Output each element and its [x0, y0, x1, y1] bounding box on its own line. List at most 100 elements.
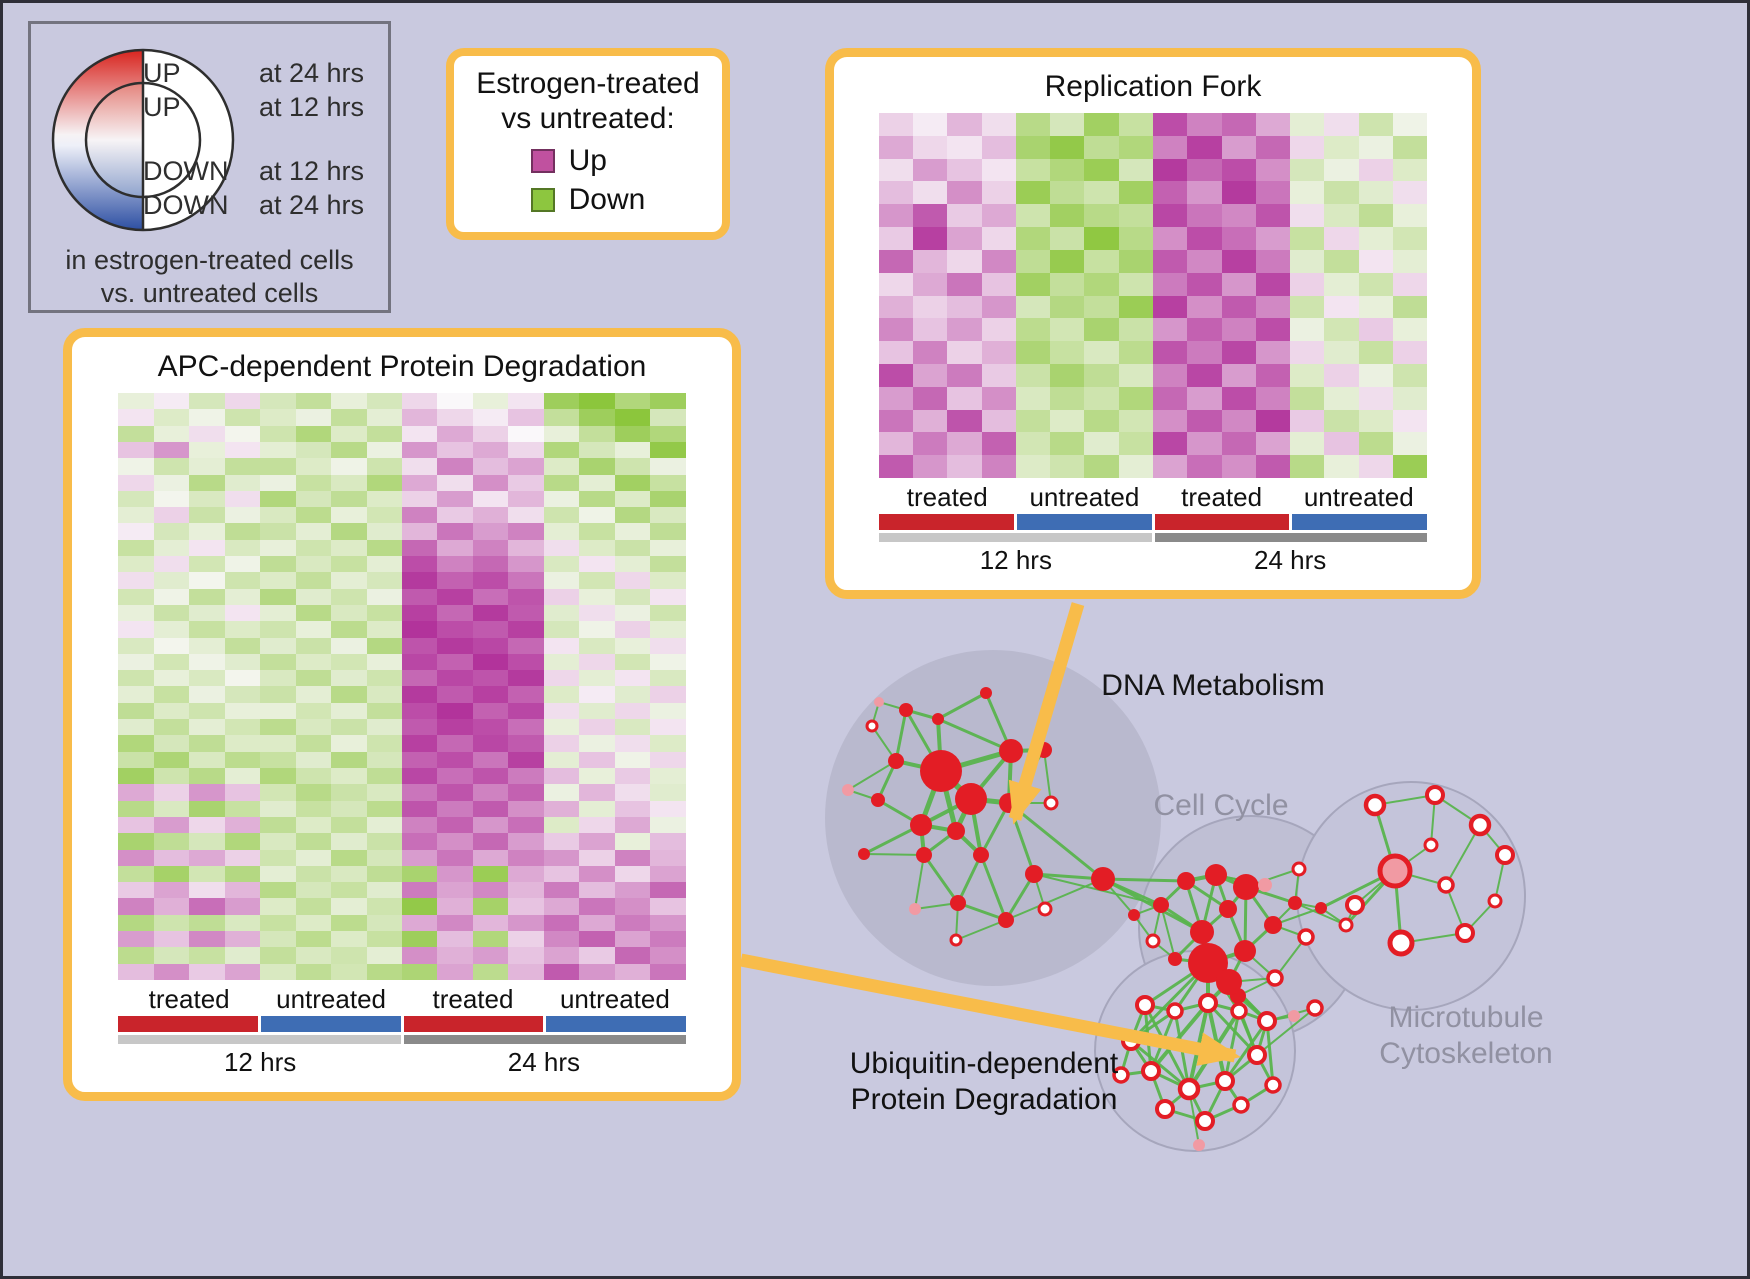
network-node: [973, 847, 989, 863]
heatmap-cell: [472, 898, 509, 915]
heatmap-cell: [189, 490, 225, 508]
heatmap-cell: [260, 931, 296, 948]
heatmap-cell: [947, 455, 982, 478]
heatmap-cell: [947, 318, 982, 342]
heatmap-cell: [614, 849, 651, 866]
heatmap-cell: [1084, 455, 1119, 478]
heatmap-cell: [543, 637, 580, 654]
heatmap-cell: [1084, 318, 1119, 342]
heatmap-cell: [650, 931, 686, 948]
time-bar-segment: [403, 1035, 686, 1044]
heatmap-cell: [543, 458, 580, 475]
heatmap-cell: [402, 751, 438, 769]
heatmap-cell: [1393, 455, 1428, 478]
network-edge: [1043, 749, 1052, 804]
heatmap-cell: [579, 719, 615, 736]
heatmap-cell: [650, 425, 686, 442]
heatmap-cell: [437, 572, 473, 589]
heatmap-cell: [947, 341, 982, 364]
heatmap-cell: [472, 865, 509, 883]
heatmap-cell: [579, 931, 615, 948]
time-label: 24 hrs: [507, 1046, 581, 1077]
heatmap-cell: [189, 572, 225, 589]
heatmap-cell: [1393, 113, 1428, 136]
heatmap-cell: [153, 539, 190, 557]
heatmap-cell: [508, 458, 544, 475]
heatmap-cell: [366, 963, 402, 980]
heatmap-cell: [224, 621, 261, 638]
heatmap-cell: [912, 363, 948, 387]
heatmap-cell: [1393, 135, 1428, 159]
heatmap-cell: [402, 670, 438, 687]
network-node: [1216, 969, 1242, 995]
network-edge: [956, 853, 983, 905]
network-node: [842, 784, 854, 796]
heatmap-cell: [153, 931, 190, 948]
heatmap-cell: [402, 686, 438, 703]
heatmap-cell: [614, 719, 651, 736]
heatmap-cell: [614, 768, 651, 785]
heatmap-cell: [1255, 249, 1291, 273]
heatmap-cell: [543, 604, 580, 622]
heatmap-cell: [1393, 318, 1428, 342]
heatmap-cell: [437, 588, 473, 605]
heatmap-cell: [1290, 227, 1325, 250]
heatmap-cell: [366, 833, 402, 850]
heatmap-cell: [1118, 113, 1153, 136]
heatmap-cell: [1187, 363, 1222, 387]
heatmap-cell: [543, 539, 580, 557]
heatmap-cell: [1187, 227, 1222, 250]
heatmap-cell: [543, 735, 580, 752]
heatmap-cell: [1324, 386, 1359, 410]
network-node: [932, 713, 944, 725]
heatmap-cell: [508, 425, 544, 442]
heatmap-cell: [878, 204, 913, 228]
network-node: [1128, 909, 1140, 921]
heatmap-cell: [472, 572, 509, 589]
heatmap-cell: [224, 800, 261, 817]
group-label: treated: [148, 983, 230, 1014]
rf-time-bar: [878, 533, 1428, 542]
heatmap-cell: [650, 409, 686, 426]
heatmap-cell: [543, 719, 580, 736]
heatmap-cell: [1187, 295, 1222, 319]
heatmap-cell: [331, 686, 367, 703]
heatmap-cell: [579, 621, 615, 638]
network-node: [980, 687, 992, 699]
heatmap-cell: [260, 947, 296, 964]
heatmap-cell: [1015, 432, 1051, 456]
network-node: [865, 719, 879, 733]
heatmap-cell: [472, 849, 509, 866]
heatmap-cell: [1050, 227, 1085, 250]
heatmap-cell: [402, 768, 438, 785]
heatmap-cell: [912, 432, 948, 456]
heatmap-cell: [295, 751, 332, 769]
heatmap-cell: [153, 604, 190, 622]
network-edge: [1206, 1001, 1259, 1057]
heatmap-cell: [878, 295, 913, 319]
heatmap-cell: [1015, 409, 1051, 433]
heatmap-cell: [189, 637, 225, 654]
heatmap-cell: [331, 490, 367, 508]
heatmap-cell: [224, 637, 261, 654]
heatmap-cell: [981, 135, 1016, 159]
heatmap-cell: [366, 409, 402, 426]
network-node: [1288, 896, 1302, 910]
heatmap-cell: [508, 833, 544, 850]
heatmap-cell: [1324, 409, 1359, 433]
heatmap-cell: [543, 898, 580, 915]
heatmap-cell: [224, 865, 261, 883]
heatmap-cell: [543, 441, 580, 459]
heatmap-cell: [153, 441, 190, 459]
heatmap-cell: [189, 556, 225, 573]
time-bar-segment: [1154, 533, 1428, 542]
heatmap-cell: [579, 751, 615, 769]
heatmap-cell: [224, 539, 261, 557]
heatmap-cell: [579, 816, 615, 834]
heatmap-cell: [331, 963, 367, 980]
heatmap-cell: [1290, 272, 1325, 296]
heatmap-cell: [1358, 272, 1394, 296]
ring-dir-label: DOWN: [143, 156, 229, 186]
network-node: [1258, 878, 1272, 892]
heatmap-cell: [579, 735, 615, 752]
